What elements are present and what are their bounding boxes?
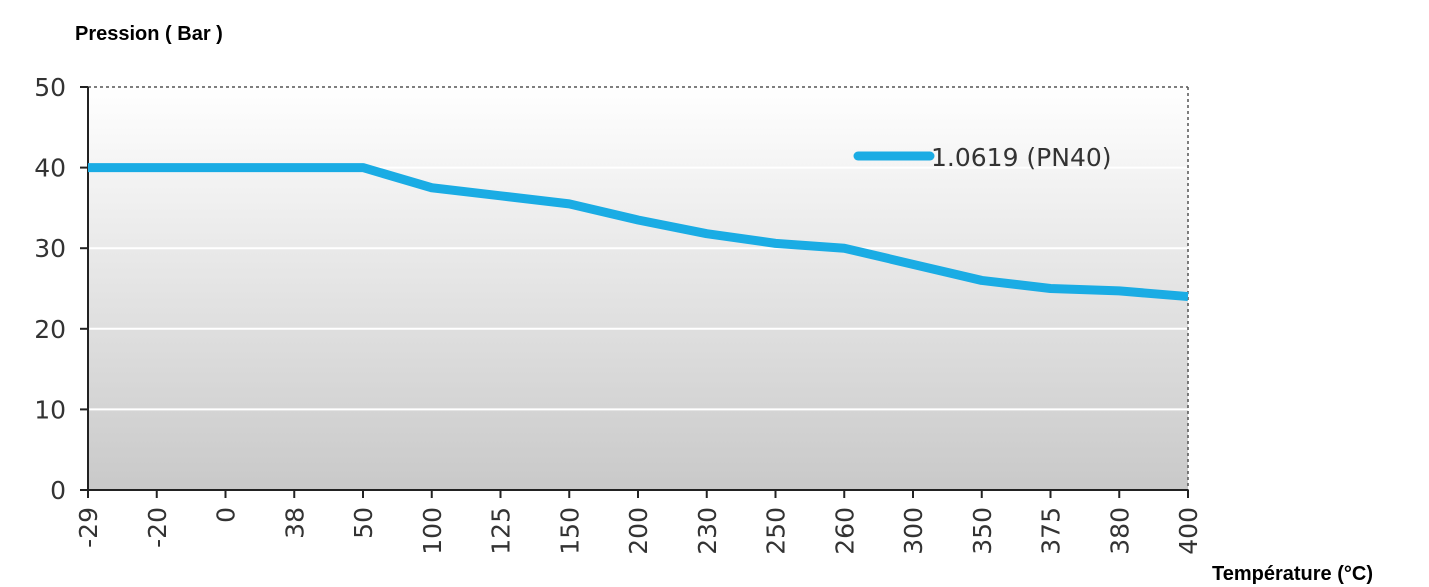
x-tick-label: 400 (1174, 507, 1203, 555)
x-axis-title: Température (°C) (1212, 563, 1373, 585)
x-tick-label: 150 (555, 507, 584, 555)
y-tick-label: 20 (34, 315, 66, 344)
x-tick-label: 300 (899, 507, 928, 555)
legend-label: 1.0619 (PN40) (931, 143, 1112, 172)
y-tick-label: 0 (50, 476, 66, 505)
x-tick-label: -20 (143, 507, 172, 548)
plot-area (88, 87, 1188, 490)
y-axis-title: Pression ( Bar ) (75, 23, 223, 45)
x-tick-label: 375 (1037, 507, 1066, 555)
legend: 1.0619 (PN40) (853, 143, 1112, 172)
x-tick-label: 0 (212, 507, 241, 523)
x-tick-label: 200 (624, 507, 653, 555)
x-tick-label: 380 (1105, 507, 1134, 555)
x-tick-label: 250 (762, 507, 791, 555)
y-tick-label: 30 (34, 234, 66, 263)
x-tick-label: 50 (349, 507, 378, 539)
y-tick-label: 40 (34, 154, 66, 183)
y-axis-ticks: 0 10 20 30 40 50 (34, 73, 88, 505)
y-tick-label: 50 (34, 73, 66, 102)
x-axis-ticks: -29 -20 0 38 50 100 125 150 200 230 250 260 300 350 37… (74, 490, 1203, 555)
x-tick-label: 38 (280, 507, 309, 539)
x-tick-label: -29 (74, 507, 103, 548)
x-tick-label: 125 (487, 507, 516, 555)
x-tick-label: 260 (830, 507, 859, 555)
x-tick-label: 230 (693, 507, 722, 555)
x-tick-label: 350 (968, 507, 997, 555)
x-tick-label: 100 (418, 507, 447, 555)
series-group (87, 163, 1189, 302)
y-tick-label: 10 (34, 395, 66, 424)
